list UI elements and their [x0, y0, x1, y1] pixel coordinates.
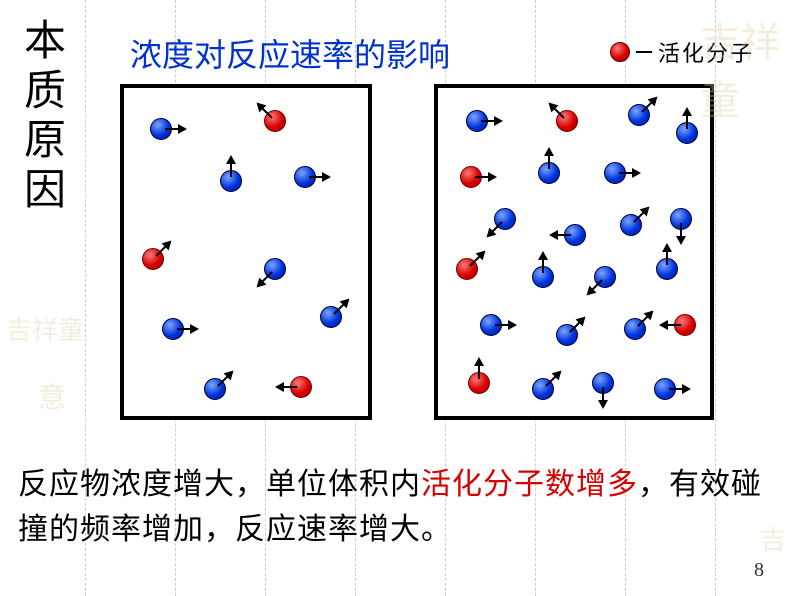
molecule-blue	[592, 372, 614, 394]
page-number: 8	[754, 559, 764, 582]
molecule-red	[142, 248, 164, 270]
molecule-blue	[320, 306, 342, 328]
molecule-blue	[624, 318, 646, 340]
watermark: 吉祥童	[6, 310, 84, 347]
molecule-blue	[676, 122, 698, 144]
molecule-red	[264, 110, 286, 132]
legend-line-icon	[636, 51, 652, 53]
molecule-blue	[532, 378, 554, 400]
molecule-red	[456, 258, 478, 280]
legend-ball-icon	[610, 42, 630, 62]
molecule-blue	[654, 378, 676, 400]
molecule-blue	[220, 170, 242, 192]
molecule-blue	[538, 162, 560, 184]
molecule-blue	[294, 166, 316, 188]
vertical-title: 本质原因	[24, 18, 66, 216]
molecule-blue	[162, 318, 184, 340]
box-high-concentration	[434, 84, 714, 420]
molecule-blue	[204, 378, 226, 400]
watermark: 吉祥童	[700, 10, 794, 126]
watermark: 意	[38, 376, 66, 416]
molecule-red	[674, 314, 696, 336]
molecule-red	[556, 110, 578, 132]
legend: 活化分子	[610, 36, 754, 68]
molecule-blue	[594, 266, 616, 288]
molecule-red	[460, 166, 482, 188]
molecule-blue	[564, 224, 586, 246]
explanation-text: 反应物浓度增大，单位体积内活化分子数增多，有效碰撞的频率增加，反应速率增大。	[18, 462, 776, 552]
molecule-blue	[620, 214, 642, 236]
molecule-blue	[604, 162, 626, 184]
molecule-blue	[150, 118, 172, 140]
text-seg2-red: 活化分子数增多	[421, 468, 638, 501]
box-low-concentration	[120, 84, 372, 420]
molecule-blue	[466, 110, 488, 132]
molecule-blue	[556, 324, 578, 346]
molecule-blue	[480, 314, 502, 336]
molecule-blue	[628, 104, 650, 126]
molecule-red	[290, 376, 312, 398]
molecule-blue	[532, 266, 554, 288]
molecule-blue	[670, 208, 692, 230]
molecule-red	[468, 372, 490, 394]
text-seg1: 反应物浓度增大，单位体积内	[18, 468, 421, 501]
molecule-blue	[264, 258, 286, 280]
molecule-blue	[494, 208, 516, 230]
legend-label: 活化分子	[658, 36, 754, 68]
main-title: 浓度对反应速率的影响	[130, 30, 450, 76]
molecule-blue	[656, 258, 678, 280]
diagram-boxes	[120, 84, 714, 420]
